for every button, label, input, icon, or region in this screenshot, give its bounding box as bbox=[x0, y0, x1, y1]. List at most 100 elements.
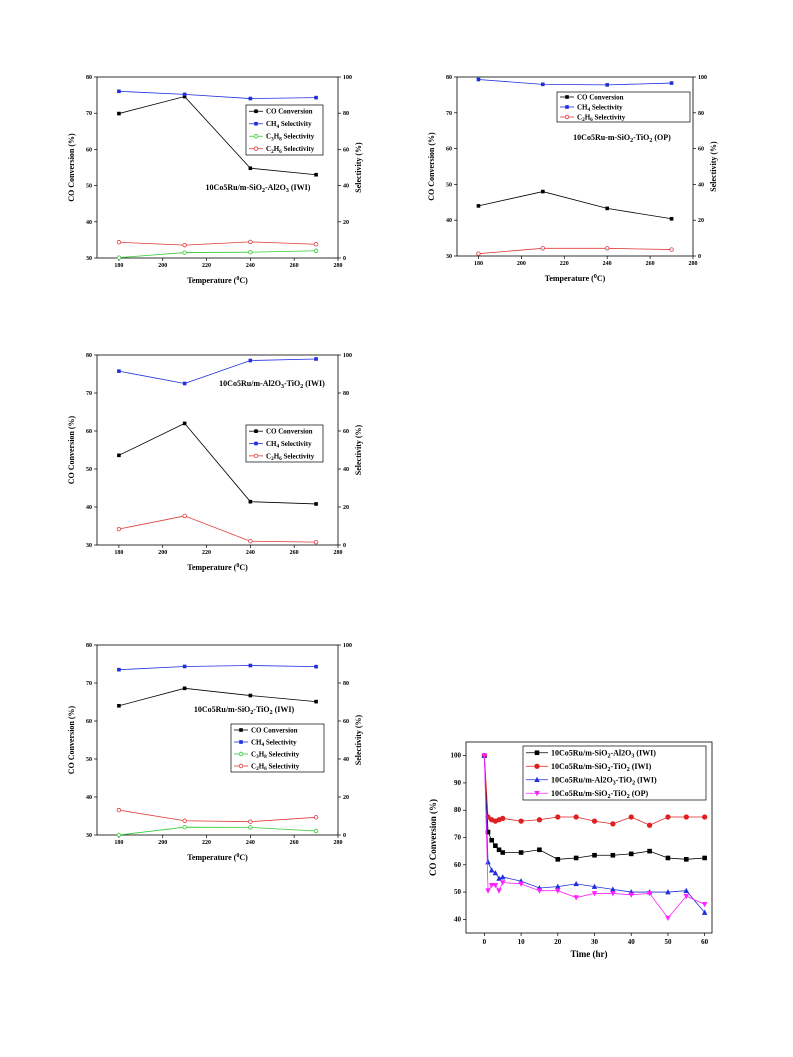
y-tick-label: 40 bbox=[446, 218, 452, 224]
data-point bbox=[534, 763, 540, 769]
data-point bbox=[493, 843, 498, 848]
data-point bbox=[117, 667, 121, 672]
legend-entry: CO Conversion bbox=[249, 108, 313, 116]
data-point bbox=[541, 189, 545, 194]
data-point bbox=[683, 814, 689, 820]
plot-frame bbox=[456, 76, 694, 257]
data-point bbox=[496, 875, 502, 881]
y2-tick-label: 0 bbox=[698, 254, 701, 260]
y2-tick-label: 40 bbox=[343, 467, 349, 473]
y2-axis-label: Selectivity (%) bbox=[354, 714, 363, 765]
legend-entry: CO Conversion bbox=[560, 93, 624, 101]
data-point bbox=[492, 869, 499, 876]
y-tick-label: 50 bbox=[86, 467, 92, 473]
data-point bbox=[117, 89, 121, 94]
data-point bbox=[683, 887, 690, 894]
x-tick-label: 30 bbox=[591, 938, 599, 946]
data-point bbox=[116, 240, 122, 245]
data-point bbox=[476, 251, 481, 256]
data-point bbox=[534, 750, 540, 756]
x-tick-label: 220 bbox=[202, 550, 211, 556]
series-line bbox=[118, 515, 317, 543]
y-tick-label: 70 bbox=[446, 111, 452, 117]
y-tick-label: 60 bbox=[86, 147, 92, 153]
legend-entry: CH4 Selectivity bbox=[234, 738, 297, 748]
data-point bbox=[573, 814, 579, 820]
data-point bbox=[485, 888, 491, 894]
data-point bbox=[239, 728, 243, 732]
y2-tick-label: 20 bbox=[698, 218, 704, 224]
y2-tick-label: 40 bbox=[343, 757, 349, 763]
chart-panel-4: 180 200 220 240 260 280 30 40 50 60 70 80 0 20 40 60 80 1… bbox=[67, 643, 363, 862]
data-point bbox=[610, 852, 616, 858]
data-point bbox=[182, 686, 187, 691]
data-point bbox=[314, 172, 318, 177]
y2-axis-label: Selectivity (%) bbox=[709, 141, 718, 192]
series-1 bbox=[117, 94, 318, 177]
series-line bbox=[118, 250, 317, 259]
data-point bbox=[182, 94, 187, 99]
data-point bbox=[488, 867, 495, 873]
x-tick-label: 260 bbox=[290, 840, 299, 846]
series-line bbox=[118, 687, 317, 707]
series-line bbox=[118, 241, 317, 246]
y2-tick-label: 20 bbox=[343, 220, 349, 226]
data-point bbox=[591, 883, 598, 889]
data-point bbox=[496, 888, 502, 894]
y-tick-label: 60 bbox=[86, 719, 92, 725]
data-point bbox=[564, 114, 570, 120]
y2-tick-label: 0 bbox=[343, 543, 346, 549]
x-tick-label: 280 bbox=[334, 263, 343, 269]
y-tick-label: 70 bbox=[86, 681, 92, 687]
y-axis-label: CO Conversion (%) bbox=[67, 415, 76, 484]
series-line bbox=[118, 358, 317, 384]
data-point bbox=[253, 453, 259, 459]
data-point bbox=[253, 134, 259, 139]
legend-label: C2H6 Selectivity bbox=[266, 452, 315, 462]
legend-label: CH4 Selectivity bbox=[251, 738, 297, 748]
y2-tick-label: 20 bbox=[343, 505, 349, 511]
data-point bbox=[248, 819, 253, 824]
y2-tick-label: 100 bbox=[343, 75, 352, 81]
data-point bbox=[485, 829, 491, 835]
data-point bbox=[116, 526, 122, 532]
x-tick-label: 260 bbox=[290, 550, 299, 556]
y-axis-label: CO Conversion (%) bbox=[67, 133, 76, 202]
y-tick-label: 80 bbox=[86, 643, 92, 649]
x-axis-label: Temperature (0C) bbox=[545, 274, 606, 283]
legend-label: CO Conversion bbox=[577, 93, 624, 101]
legend-entry: 10Co5Ru/m-SiO2-TiO2 (OP) bbox=[526, 789, 649, 800]
series-line bbox=[478, 79, 672, 86]
x-tick-label: 220 bbox=[202, 263, 211, 269]
data-point bbox=[182, 513, 187, 519]
data-point bbox=[117, 369, 121, 373]
y2-tick-label: 100 bbox=[343, 353, 352, 359]
y2-tick-label: 80 bbox=[343, 391, 349, 397]
x-tick-label: 180 bbox=[114, 263, 123, 269]
y-axis-label: CO Conversion (%) bbox=[428, 799, 438, 876]
series-line bbox=[118, 809, 317, 823]
data-point bbox=[182, 381, 187, 386]
data-point bbox=[314, 357, 318, 361]
x-axis-label: Temperature (0C) bbox=[187, 276, 248, 285]
chart-annotation: 10Co5Ru/m-SiO2-Al2O3 (IWI) bbox=[206, 183, 311, 194]
data-point bbox=[683, 893, 690, 900]
data-point bbox=[669, 216, 674, 221]
y2-axis-label: Selectivity (%) bbox=[354, 424, 363, 475]
data-point bbox=[610, 886, 616, 892]
data-point bbox=[248, 693, 253, 698]
data-point bbox=[476, 77, 481, 82]
legend-entry: CH4 Selectivity bbox=[249, 440, 312, 450]
series-line bbox=[118, 90, 317, 99]
data-point bbox=[485, 859, 491, 865]
data-point bbox=[117, 704, 121, 708]
data-point bbox=[605, 83, 609, 87]
data-point bbox=[605, 206, 609, 211]
data-point bbox=[555, 857, 561, 862]
legend-label: CO Conversion bbox=[251, 726, 298, 734]
legend-box bbox=[522, 745, 707, 801]
data-point bbox=[314, 95, 318, 100]
data-point bbox=[254, 429, 258, 433]
series-3 bbox=[116, 825, 319, 838]
data-point bbox=[248, 250, 253, 255]
